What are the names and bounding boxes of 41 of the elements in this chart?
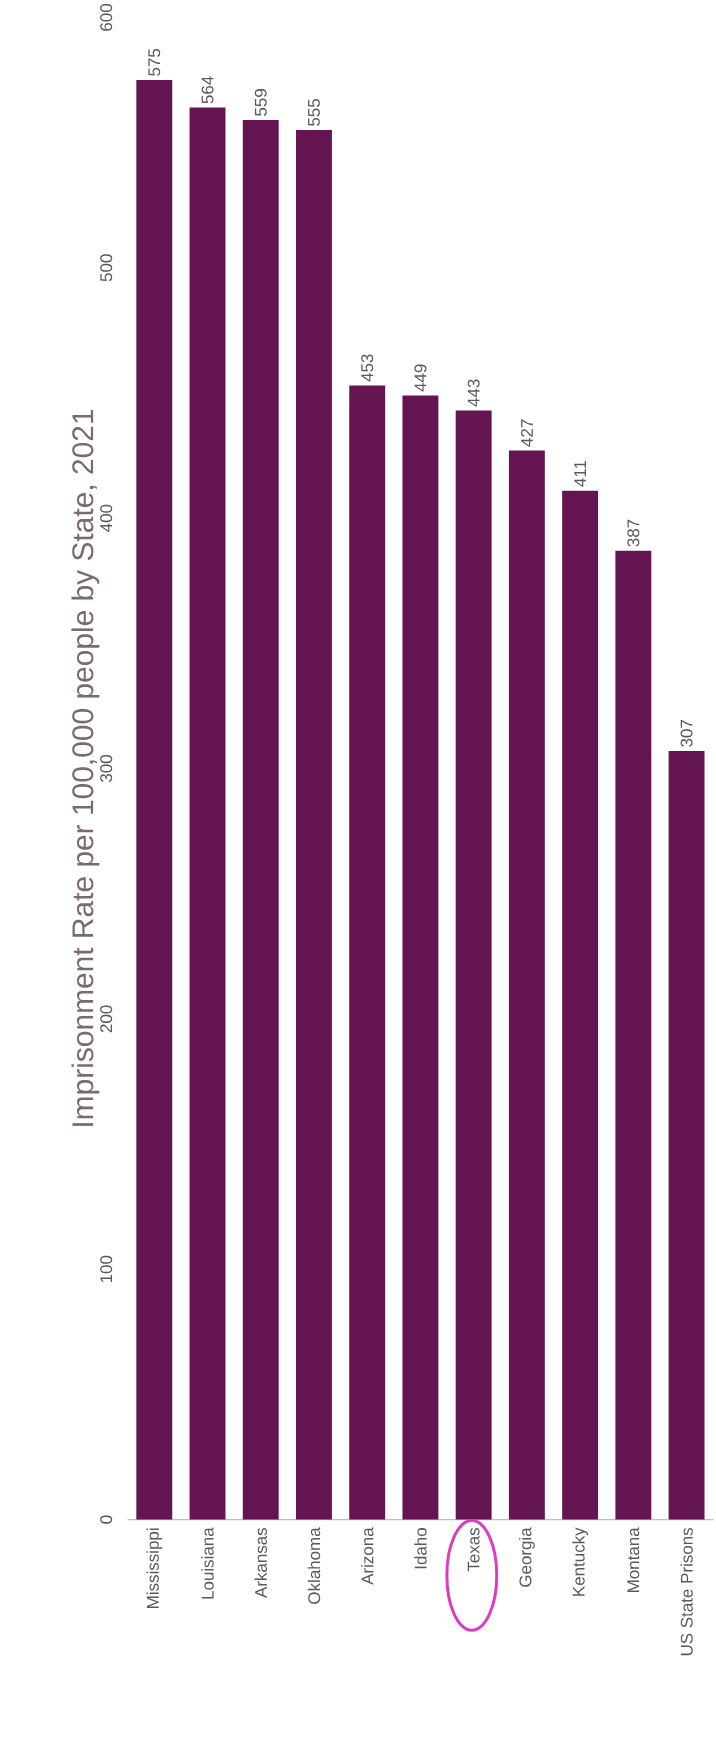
y-tick-label: 600 xyxy=(100,3,113,31)
x-tick-label: Idaho xyxy=(414,1528,427,1569)
x-tick-label: Texas xyxy=(467,1527,480,1572)
x-tick-label: Arizona xyxy=(360,1527,374,1585)
data-label: 564 xyxy=(201,76,214,104)
bar xyxy=(455,410,492,1520)
bar xyxy=(242,120,279,1520)
bar xyxy=(668,751,705,1520)
x-tick-label: Arkansas xyxy=(254,1527,267,1599)
x-tick-label: Georgia xyxy=(518,1527,535,1587)
x-tick-label: Kentucky xyxy=(572,1527,588,1596)
data-label: 555 xyxy=(307,99,320,126)
data-label: 575 xyxy=(148,48,161,76)
bar xyxy=(562,490,598,1520)
bar xyxy=(349,385,386,1520)
bar xyxy=(189,107,226,1520)
y-tick-label: 400 xyxy=(100,504,113,532)
data-label: 449 xyxy=(414,364,427,392)
data-label: 443 xyxy=(467,379,480,407)
data-label: 427 xyxy=(520,419,533,447)
x-tick-label: Mississippi xyxy=(146,1528,163,1608)
bar xyxy=(615,550,652,1520)
y-tick-label: 100 xyxy=(100,1255,113,1283)
x-tick-label: US State Prisons xyxy=(680,1528,693,1656)
x-tick-label: Louisiana xyxy=(201,1527,214,1599)
bar xyxy=(136,80,173,1520)
data-label: 411 xyxy=(574,460,586,487)
y-tick-label: 500 xyxy=(100,254,113,282)
y-tick-label: 200 xyxy=(100,1005,113,1033)
data-label: 559 xyxy=(254,89,267,116)
x-tick-label: Oklahoma xyxy=(307,1527,321,1604)
data-label: 453 xyxy=(361,354,374,382)
data-label: 387 xyxy=(627,519,640,547)
bar xyxy=(402,395,439,1520)
y-tick-label: 300 xyxy=(100,755,113,783)
y-tick-label: 0 xyxy=(100,1515,113,1524)
data-label: 307 xyxy=(680,720,693,747)
bar xyxy=(508,450,545,1520)
x-tick-label: Montana xyxy=(627,1527,640,1592)
bar xyxy=(295,130,332,1520)
y-axis-title: Imprisonment Rate per 100,000 people by State, 2021 xyxy=(71,409,100,1126)
